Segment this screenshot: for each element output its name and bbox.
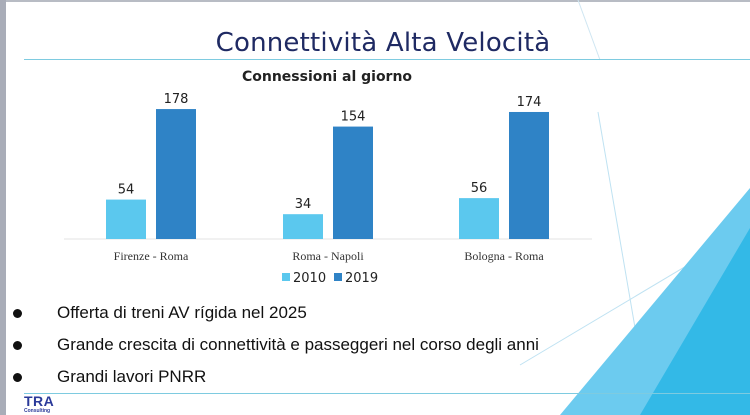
bar-2019-0	[156, 109, 196, 239]
bullet-text: Grande crescita di connettività e passeg…	[57, 335, 539, 354]
deco-triangle-dark	[640, 228, 750, 415]
data-label: 54	[118, 183, 135, 198]
data-label: 154	[341, 110, 366, 125]
x-tick-label: Firenze - Roma	[114, 249, 189, 263]
footer-divider	[24, 393, 750, 394]
top-border	[0, 0, 750, 2]
data-label: 56	[471, 181, 488, 196]
bar-2019-1	[333, 126, 373, 239]
bar-2010-0	[106, 199, 146, 239]
bar-2019-2	[509, 111, 549, 239]
chart-title: Connessioni al giorno	[242, 69, 412, 85]
x-tick-label: Bologna - Roma	[464, 249, 544, 263]
logo-subtitle: Consulting	[24, 408, 51, 414]
legend-swatch-2019	[334, 273, 342, 281]
data-label: 34	[295, 197, 312, 212]
bullet-dot-icon	[13, 341, 22, 350]
legend-swatch-2010	[282, 273, 290, 281]
deco-line	[577, 0, 601, 61]
bar-2010-2	[459, 198, 499, 239]
slide-title: Connettività Alta Velocità	[215, 28, 551, 58]
logo-name: TRA	[24, 393, 55, 409]
data-label: 174	[517, 95, 542, 110]
tra-logo: TRA Consulting	[24, 394, 54, 414]
x-tick-label: Roma - Napoli	[292, 249, 364, 263]
left-border	[0, 0, 6, 415]
bullet-text: Grandi lavori PNRR	[57, 367, 207, 386]
bullet-dot-icon	[13, 373, 22, 382]
legend-label: 2010	[293, 271, 326, 286]
legend-label: 2019	[345, 271, 378, 286]
bar-2010-1	[283, 214, 323, 239]
bullet-dot-icon	[13, 309, 22, 318]
title-divider	[24, 59, 750, 60]
data-label: 178	[164, 92, 189, 107]
bullet-text: Offerta di treni AV rígida nel 2025	[57, 303, 307, 322]
